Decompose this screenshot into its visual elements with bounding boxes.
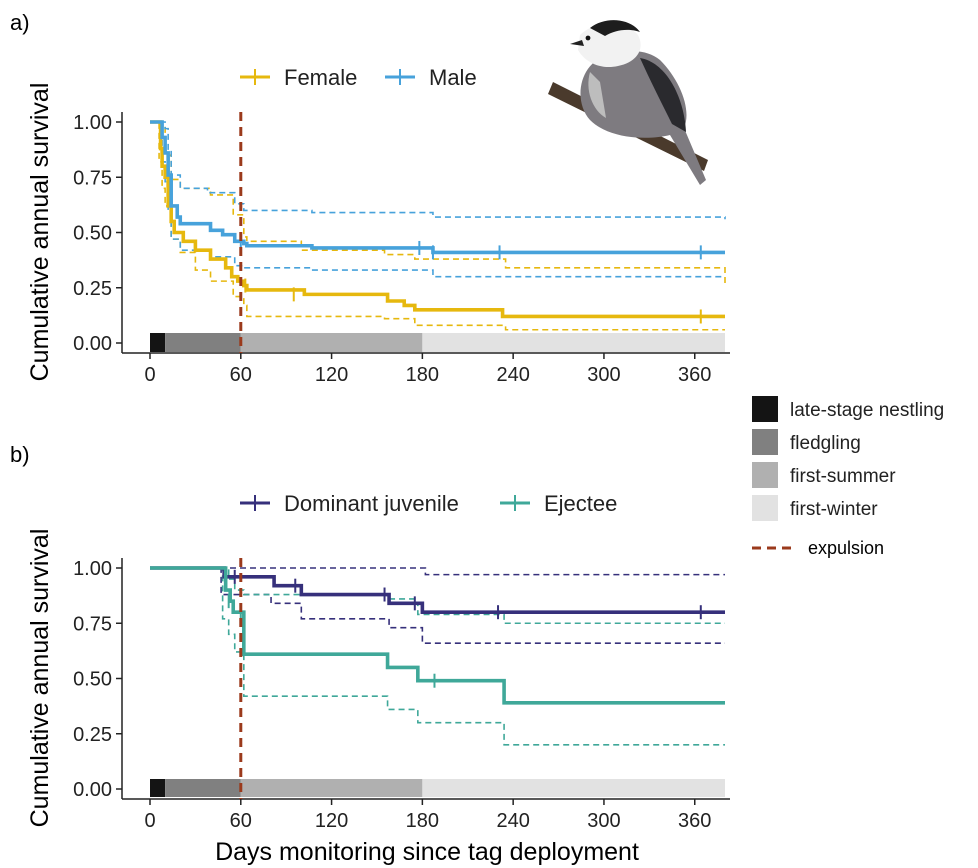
stage-bar-segment (165, 779, 241, 797)
ci-upper-line (150, 567, 725, 576)
x-axis-title: Days monitoring since tag deployment (215, 838, 639, 866)
stage-legend-label: first-summer (790, 466, 896, 487)
x-tick-label: 60 (230, 364, 252, 386)
x-tick-label: 240 (496, 810, 529, 832)
expulsion-legend-label: expulsion (808, 538, 884, 558)
bird-head-icon (578, 23, 641, 68)
stage-legend-swatch (752, 429, 778, 455)
panel-b-plot: 0.00 0.25 0.50 0.75 1.00 0 60 120 180 240 300 360 Do… (73, 491, 730, 832)
stage-legend-swatch (752, 462, 778, 488)
x-tick-label: 0 (144, 364, 155, 386)
x-tick-label: 180 (406, 364, 439, 386)
x-tick-label: 120 (315, 364, 348, 386)
ci-lower-line (150, 567, 725, 746)
legend-label: Dominant juvenile (284, 491, 459, 516)
x-tick-label: 240 (496, 364, 529, 386)
bird-beak-icon (570, 40, 584, 46)
survival-line (150, 120, 725, 255)
stage-bar-segment (150, 333, 166, 352)
y-tick-label: 0.75 (73, 613, 112, 635)
y-tick-label: 0.50 (73, 223, 112, 245)
stage-bar-segment (240, 779, 423, 797)
legend-label: Male (429, 65, 477, 90)
x-tick-label: 120 (315, 810, 348, 832)
x-tick-label: 300 (587, 364, 620, 386)
x-tick-label: 360 (678, 810, 711, 832)
panel-a-label: a) (10, 10, 30, 35)
y-tick-label: 0.00 (73, 333, 112, 355)
stage-legend-label: late-stage nestling (790, 400, 944, 421)
ci-upper-line (150, 121, 726, 284)
stage-bar-segment (240, 333, 423, 352)
x-tick-label: 180 (406, 810, 439, 832)
expulsion-legend: expulsion (752, 538, 884, 558)
stage-bar-segment (165, 333, 241, 352)
legend-label: Female (284, 65, 357, 90)
survival-line (150, 566, 725, 705)
panel-b-label: b) (10, 442, 30, 467)
bird-wing-icon (640, 58, 686, 132)
legend-label: Ejectee (544, 491, 617, 516)
stage-bar-segment (422, 779, 725, 797)
y-tick-label: 1.00 (73, 112, 112, 134)
y-axis-title-a: Cumulative annual survival (26, 83, 54, 382)
x-tick-label: 0 (144, 810, 155, 832)
gray-jay-on-branch-icon (548, 20, 708, 186)
y-axis-title-b: Cumulative annual survival (26, 529, 54, 828)
x-tick-label: 300 (587, 810, 620, 832)
bird-breast-icon (588, 72, 606, 118)
panel-a-plot: 0.00 0.25 0.50 0.75 1.00 0 60 120 180 240 300 360 Fe… (73, 65, 730, 386)
stage-legend-label: fledgling (790, 433, 861, 454)
stage-legend-label: first-winter (790, 499, 878, 520)
y-tick-label: 0.75 (73, 167, 112, 189)
survival-line (150, 120, 725, 319)
ci-lower-line (150, 567, 725, 644)
ci-lower-line (150, 121, 725, 331)
stage-legend: late-stage nestling fledgling first-summer… (752, 396, 944, 521)
y-tick-label: 1.00 (73, 558, 112, 580)
y-tick-label: 0.25 (73, 278, 112, 300)
y-tick-label: 0.00 (73, 779, 112, 801)
x-tick-label: 60 (230, 810, 252, 832)
y-tick-label: 0.25 (73, 724, 112, 746)
stage-legend-swatch (752, 396, 778, 422)
stage-bar-segment (150, 779, 166, 797)
bird-body-icon (580, 51, 706, 186)
stage-legend-swatch (752, 495, 778, 521)
bird-eye-icon (585, 35, 591, 41)
x-tick-label: 360 (678, 364, 711, 386)
stage-bar-segment (422, 333, 725, 352)
bird-cap-icon (590, 20, 640, 36)
y-tick-label: 0.50 (73, 669, 112, 691)
ci-upper-line (150, 121, 726, 220)
